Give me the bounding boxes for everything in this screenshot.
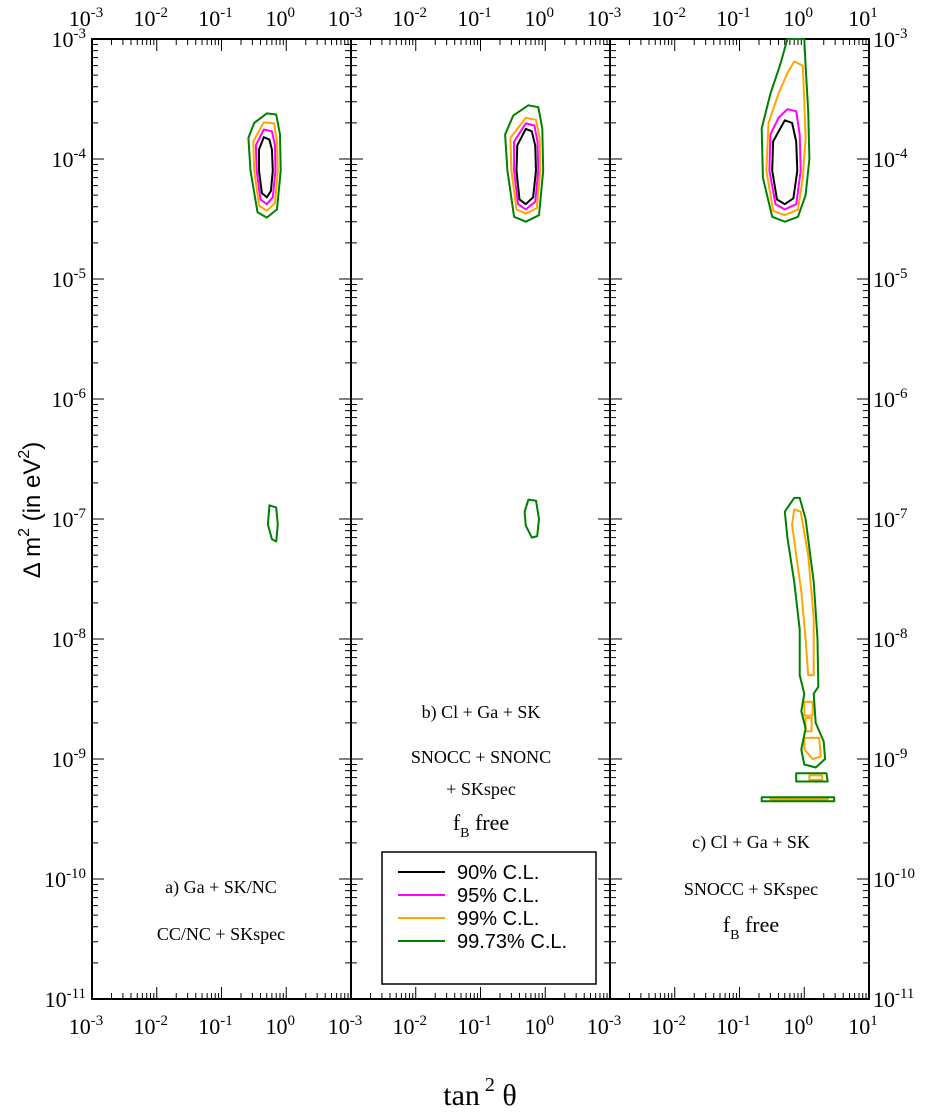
contour-a-0 [258,136,274,199]
legend-label: 95% C.L. [457,885,539,907]
panel-annotations: a) Ga + SK/NC CC/NC + SKspec b) Cl + Ga + … [157,702,818,944]
y-tick-label-right: 10-4 [873,146,908,172]
x-tick-label-bottom: 10-2 [134,1013,168,1039]
x-tick-label-top: 10-1 [198,5,232,31]
x-tick-label-top: 100 [266,5,295,31]
contour-c-1 [768,108,802,211]
contour-c-3 [760,38,811,223]
x-tick-label-top: 10-3 [328,5,362,31]
contour-c-9 [769,797,829,801]
contour-b-3 [504,104,545,223]
y-tick-label-left: 10-10 [44,866,86,892]
x-tick-label-bottom: 10-1 [457,1013,491,1039]
x-tick-label-top: 10-3 [69,5,103,31]
contour-c-12 [760,796,836,803]
contour-b-4 [523,498,540,539]
panel-frame-c [609,38,870,1000]
contour-a-4 [266,504,279,543]
contour-c-10 [783,496,827,769]
legend: 90% C.L.95% C.L.99% C.L.99.73% C.L. [381,851,597,985]
y-tick-label-right: 10-9 [873,746,907,772]
contour-c-2 [765,60,807,217]
annotation-c-2: fB free [723,912,779,943]
annotation-a-1: CC/NC + SKspec [157,924,285,944]
y-tick-label-left: 10-4 [52,146,87,172]
x-tick-label-top: 100 [525,5,554,31]
y-tick-label-right: 10-11 [873,986,914,1012]
y-tick-label-left: 10-9 [52,746,86,772]
panel-frame-a [91,38,352,1000]
y-tick-label-right: 10-10 [873,866,915,892]
x-tick-label-top: 101 [848,5,877,31]
x-tick-label-bottom: 10-2 [393,1013,427,1039]
contour-c-6 [804,716,813,733]
x-tick-label-top: 100 [784,5,813,31]
x-tick-label-bottom: 10-2 [652,1013,686,1039]
legend-label: 99% C.L. [457,908,539,930]
x-tick-label-top: 10-1 [716,5,750,31]
y-tick-label-right: 10-7 [873,506,908,532]
contour-b-1 [513,122,540,211]
legend-label: 90% C.L. [457,862,539,884]
x-tick-label-bottom: 10-1 [716,1013,750,1039]
x-tick-label-top: 10-3 [587,5,621,31]
contour-c-4 [791,508,815,677]
y-tick-label-left: 10-3 [52,26,86,52]
x-tick-label-bottom: 10-3 [328,1013,362,1039]
x-tick-label-top: 10-2 [652,5,686,31]
x-axis-label: tan 2 θ [443,1074,517,1112]
x-tick-label-top: 10-2 [134,5,168,31]
contour-c-0 [771,119,799,206]
x-tick-label-top: 10-2 [393,5,427,31]
y-tick-label-left: 10-8 [52,626,86,652]
contour-c-11 [795,772,829,783]
y-tick-label-left: 10-6 [52,386,87,412]
annotation-b-3: fB free [453,810,509,841]
x-tick-label-top: 10-1 [457,5,491,31]
y-tick-label-right: 10-8 [873,626,907,652]
contour-b-2 [509,116,542,215]
y-tick-label-right: 10-5 [873,266,907,292]
contour-a-2 [252,121,279,212]
x-tick-label-bottom: 10-3 [69,1013,103,1039]
annotation-c-1: SNOCC + SKspec [684,879,818,899]
y-tick-label-left: 10-7 [52,506,87,532]
y-tick-label-left: 10-5 [52,266,86,292]
contour-c-8 [808,774,824,781]
contour-a-3 [247,112,282,219]
x-tick-label-bottom: 100 [525,1013,554,1039]
legend-label: 99.73% C.L. [457,931,567,953]
annotation-c-0: c) Cl + Ga + SK [692,832,810,853]
x-tick-label-bottom: 101 [848,1013,877,1039]
y-tick-label-right: 10-3 [873,26,907,52]
contour-c-5 [803,700,814,717]
annotation-a-0: a) Ga + SK/NC [165,877,277,898]
y-tick-label-right: 10-6 [873,386,908,412]
contour-lines [247,38,836,803]
tick-labels: 10-310-310-210-210-110-110010010-310-310… [44,5,915,1039]
annotation-b-1: SNOCC + SNONC [411,747,551,767]
y-axis-label: Δ m2 (in eV2) [16,442,46,579]
axis-labels: tan 2 θ Δ m2 (in eV2) [16,442,517,1112]
contour-a-1 [254,128,277,206]
contour-c-7 [803,736,822,760]
annotation-b-2: + SKspec [446,779,516,799]
axis-ticks [91,38,870,1000]
x-tick-label-bottom: 100 [266,1013,295,1039]
x-tick-label-bottom: 100 [784,1013,813,1039]
y-tick-label-left: 10-11 [45,986,86,1012]
annotation-b-0: b) Cl + Ga + SK [422,702,541,723]
contour-b-0 [515,127,537,206]
x-tick-label-bottom: 10-1 [198,1013,232,1039]
x-tick-label-bottom: 10-3 [587,1013,621,1039]
